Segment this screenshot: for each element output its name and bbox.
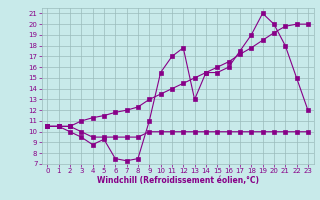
X-axis label: Windchill (Refroidissement éolien,°C): Windchill (Refroidissement éolien,°C) — [97, 176, 259, 185]
